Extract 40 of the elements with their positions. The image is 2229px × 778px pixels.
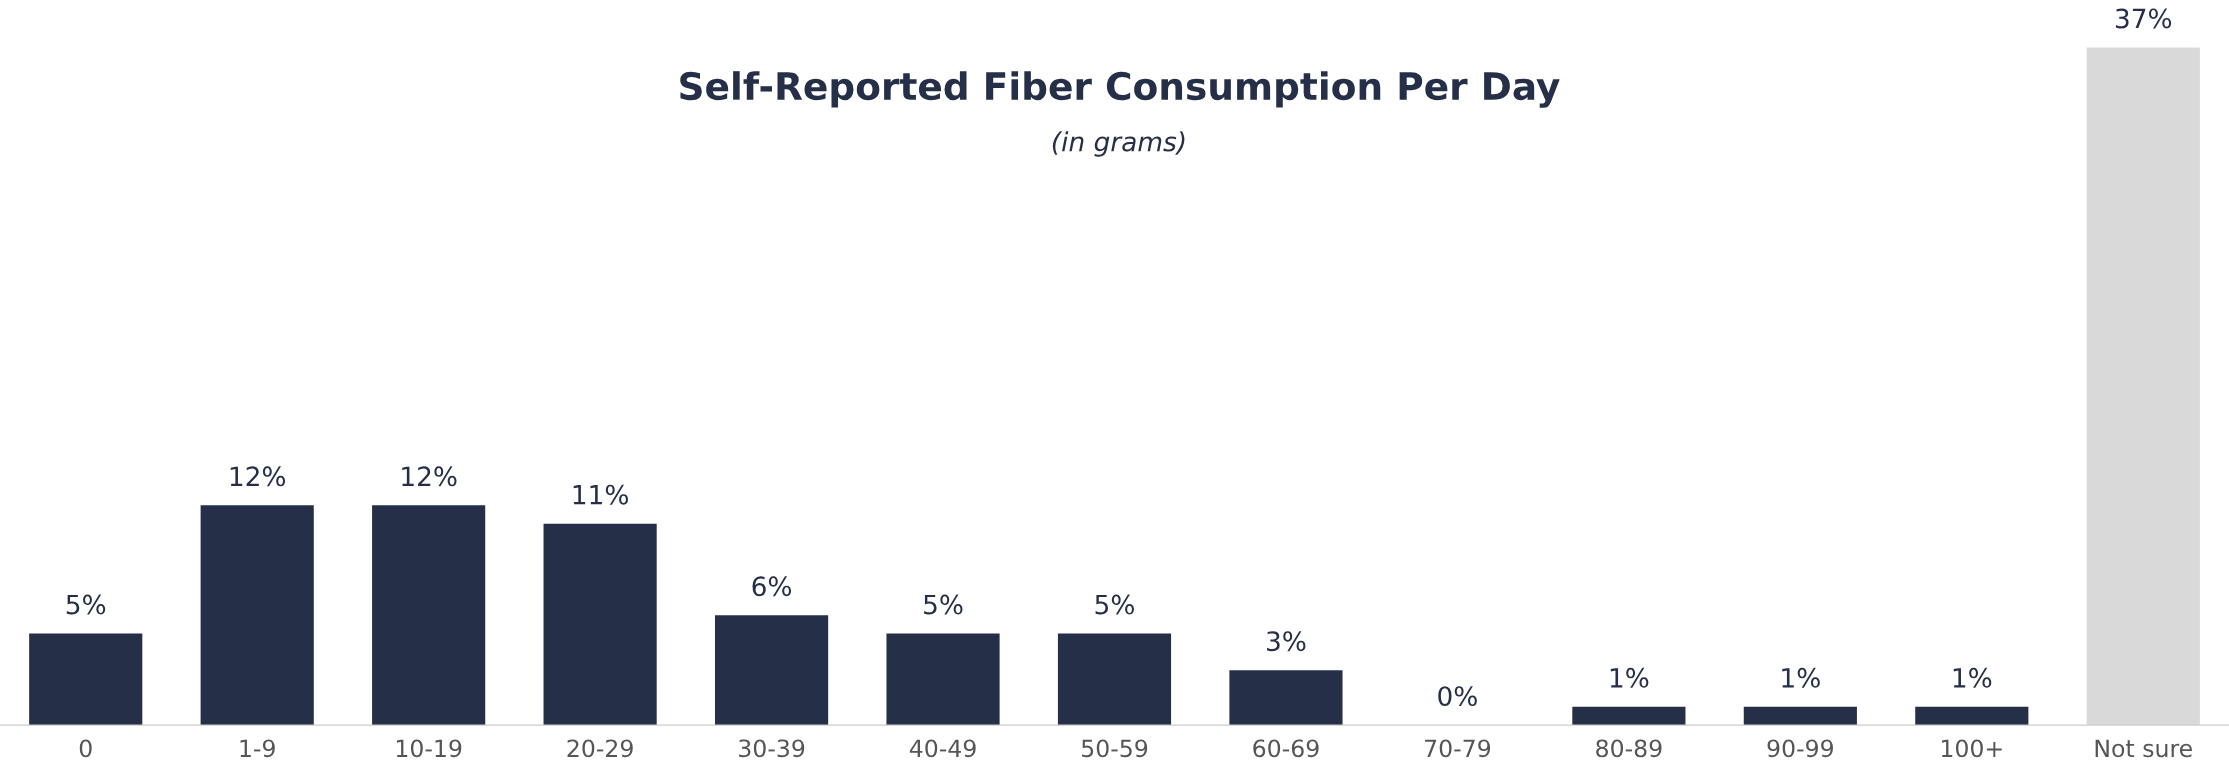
bar: [1057, 633, 1172, 726]
data-label: 1%: [1953, 667, 1992, 688]
bar: [543, 523, 657, 726]
bar: [886, 633, 1000, 726]
x-tick-label: 10-19: [396, 739, 462, 758]
text: Self-Reported Fiber Consumption Per Day: [680, 71, 1560, 108]
data-label: 37%: [2115, 8, 2172, 29]
x-tick-label: 0: [79, 739, 92, 758]
bar: [2086, 47, 2200, 726]
data-label: 12%: [230, 466, 286, 487]
x-tick-label: 60-69: [1253, 739, 1319, 758]
data-label: 6%: [752, 576, 792, 597]
data-label: 11%: [573, 484, 628, 505]
data-label: 5%: [66, 594, 106, 615]
bar: [1229, 670, 1343, 726]
bar: [1915, 706, 2029, 726]
x-tick-label: 20-29: [567, 739, 633, 758]
bar: [200, 505, 314, 726]
text: (in grams): [1052, 131, 1185, 157]
data-label: 5%: [924, 594, 963, 615]
x-tick-label: 70-79: [1425, 739, 1491, 758]
x-tick-label: 100+: [1941, 739, 2002, 758]
x-tick-label: 30-39: [739, 739, 805, 758]
x-tick-label: 40-49: [909, 739, 976, 758]
bar: [1743, 706, 1857, 726]
data-label: 5%: [1095, 594, 1134, 615]
bar: [372, 505, 486, 726]
x-tick-label: Not sure: [2095, 739, 2192, 758]
data-label: 3%: [1267, 631, 1306, 652]
bar: [714, 615, 829, 726]
data-label: 1%: [1610, 667, 1649, 688]
bar: [1572, 706, 1686, 726]
x-tick-label: 50-59: [1082, 739, 1148, 758]
bar: [29, 633, 143, 726]
data-label: 12%: [402, 466, 457, 487]
x-tick-label: 80-89: [1596, 739, 1662, 758]
x-tick-label: 1-9: [240, 739, 275, 758]
x-tick-label: 90-99: [1767, 739, 1833, 758]
data-label: 1%: [1782, 667, 1820, 688]
data-label: 0%: [1438, 686, 1477, 707]
